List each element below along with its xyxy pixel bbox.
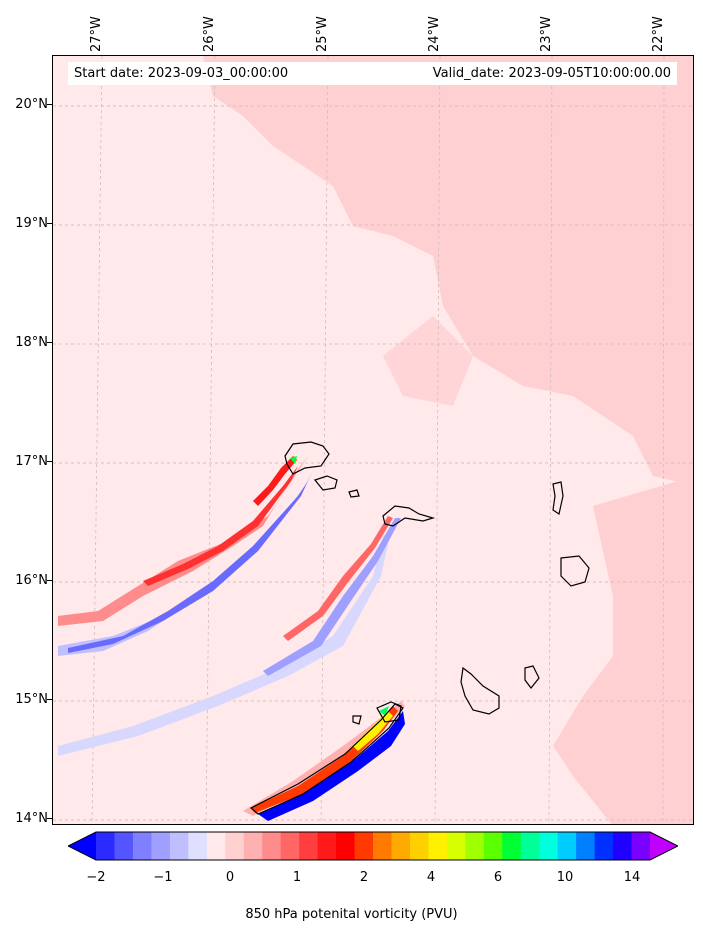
colorbar-segment [520, 832, 540, 860]
colorbar-segment [151, 832, 171, 860]
colorbar-segment [225, 832, 245, 860]
colorbar-tick-4: 4 [426, 870, 436, 885]
colorbar-title: 850 hPa potenital vorticity (PVU) [245, 907, 458, 922]
lat-label-15n: 15°N [15, 692, 48, 707]
colorbar-tick-neg2: −2 [86, 870, 106, 885]
colorbar-segment [539, 832, 559, 860]
lat-label-18n: 18°N [15, 335, 48, 350]
colorbar-segment [354, 832, 374, 860]
lon-label-25w: 25°W [315, 16, 330, 52]
start-date-label: Start date: 2023-09-03_00:00:00 [74, 66, 289, 81]
pv-streak-south-outer [243, 701, 405, 816]
colorbar-segment [243, 832, 263, 860]
colorbar-segment [428, 832, 448, 860]
colorbar-segment [465, 832, 485, 860]
colorbar-segment [299, 832, 319, 860]
colorbar-segment [409, 832, 429, 860]
lon-label-24w: 24°W [427, 16, 442, 52]
colorbar-segment [631, 832, 651, 860]
colorbar-segment [317, 832, 337, 860]
lat-label-17n: 17°N [15, 454, 48, 469]
lon-label-26w: 26°W [202, 16, 217, 52]
lat-label-16n: 16°N [15, 573, 48, 588]
lat-label-14n: 14°N [15, 811, 48, 826]
island-maio [524, 665, 540, 689]
colorbar-segment [169, 832, 189, 860]
lat-label-20n: 20°N [15, 97, 48, 112]
pv-streak-west-lower [58, 531, 391, 756]
colorbar-segment [373, 832, 392, 860]
valid-date-label: Valid_date: 2023-09-05T10:00:00.00 [432, 66, 671, 81]
gridlines [53, 56, 693, 824]
island-sao-vicente [313, 475, 338, 491]
lat-tick-16n [47, 580, 52, 581]
pv-field-light-red-north [203, 56, 693, 486]
lat-tick-15n [47, 699, 52, 700]
lon-label-27w: 27°W [89, 16, 104, 52]
island-santa-luzia [348, 489, 360, 498]
colorbar-gradient [66, 831, 680, 861]
island-boa-vista [560, 555, 590, 587]
island-santo-antao [284, 441, 330, 475]
colorbar-segment [557, 832, 577, 860]
colorbar-tick-14: 14 [623, 870, 641, 885]
colorbar-segment [613, 832, 633, 860]
colorbar-extend-max [650, 832, 678, 860]
colorbar [66, 831, 680, 861]
pv-streak-south-blue [258, 711, 405, 821]
colorbar-segment [391, 832, 411, 860]
lat-tick-20n [47, 104, 52, 105]
pv-streak-south-red [251, 706, 398, 813]
pv-field-light-red-east [553, 476, 693, 824]
colorbar-tick-neg1: −1 [153, 870, 173, 885]
lon-label-22w: 22°W [651, 16, 666, 52]
pv-streak-middle-red [283, 516, 393, 641]
lon-label-23w: 23°W [539, 16, 554, 52]
colorbar-segment [206, 832, 226, 860]
colorbar-tick-0: 0 [225, 870, 235, 885]
colorbar-segment [262, 832, 282, 860]
colorbar-tick-2: 2 [359, 870, 369, 885]
pv-streak-south-green [379, 706, 389, 716]
colorbar-tick-10: 10 [556, 870, 574, 885]
pv-field-light-red-mid [383, 316, 473, 406]
lat-tick-18n [47, 342, 52, 343]
colorbar-segment [96, 832, 115, 860]
pv-streak-west-red [58, 456, 308, 626]
colorbar-segment [446, 832, 466, 860]
pv-streak-north-red [253, 456, 297, 506]
colorbar-segment [502, 832, 522, 860]
colorbar-segment [188, 832, 208, 860]
pv-streak-middle-blue [263, 518, 401, 676]
lat-tick-17n [47, 461, 52, 462]
date-info-box: Start date: 2023-09-03_00:00:00 Valid_da… [68, 62, 677, 85]
island-south-streak-outline [249, 703, 404, 815]
lat-label-19n: 19°N [15, 216, 48, 231]
colorbar-segment [576, 832, 596, 860]
lat-tick-19n [47, 223, 52, 224]
colorbar-segment [483, 832, 503, 860]
pv-streak-north-green [290, 456, 297, 464]
colorbar-tick-6: 6 [493, 870, 503, 885]
colorbar-segment [594, 832, 614, 860]
colorbar-segment [114, 832, 134, 860]
colorbar-tick-1: 1 [292, 870, 302, 885]
pv-contour-map [53, 56, 693, 824]
pv-streak-south-yellow [353, 711, 393, 751]
island-santiago [460, 666, 500, 715]
map-plot-area[interactable] [52, 55, 694, 825]
colorbar-segment [336, 832, 356, 860]
colorbar-segment [132, 832, 152, 860]
island-sal [552, 481, 564, 515]
colorbar-extend-min [68, 832, 96, 860]
lat-tick-14n [47, 818, 52, 819]
colorbar-segment [280, 832, 300, 860]
island-brava [352, 715, 362, 725]
island-sao-nicolau [382, 505, 436, 527]
island-coastlines [249, 441, 590, 815]
